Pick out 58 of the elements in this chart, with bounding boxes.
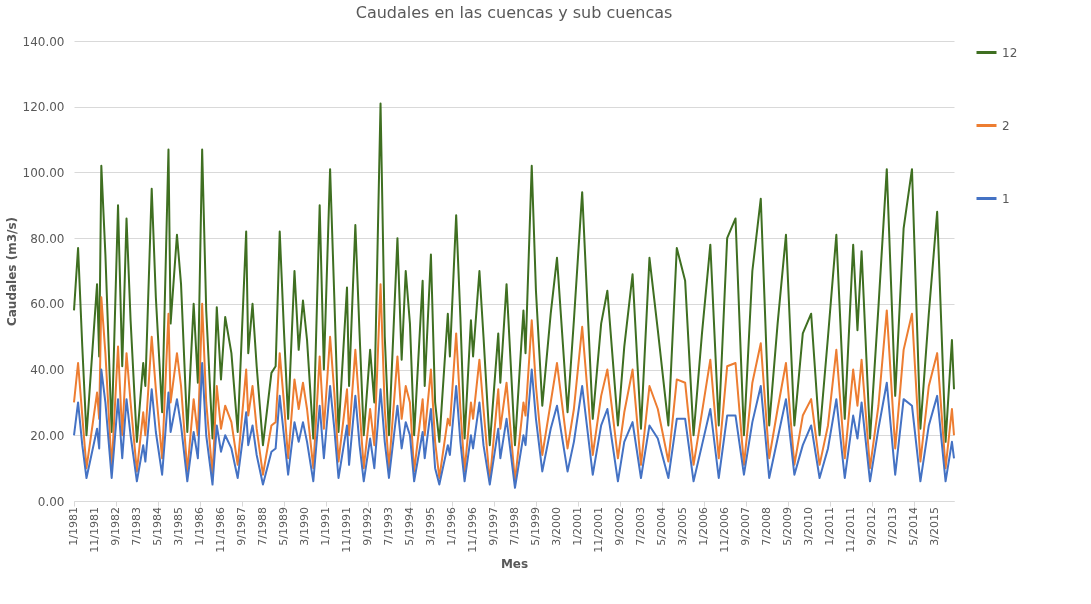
x-tick-label: 9/1987 <box>234 507 248 546</box>
x-tick-label: 5/1999 <box>528 507 542 546</box>
x-tick-label: 9/2007 <box>739 507 753 546</box>
x-tick-label: 3/2015 <box>928 507 942 546</box>
x-tick-label: 11/1991 <box>340 507 353 553</box>
x-tick-label: 5/2014 <box>907 507 921 546</box>
y-tick-label: 40.00 <box>30 363 65 378</box>
legend-label: 12 <box>1002 45 1018 60</box>
x-tick-label: 11/2006 <box>718 507 732 553</box>
legend-label: 2 <box>1002 118 1010 133</box>
x-tick-label: 11/1996 <box>466 507 480 553</box>
x-tick-label: 7/1998 <box>507 507 521 546</box>
x-tick-label: 1/1981 <box>67 507 80 546</box>
x-tick-label: 5/1994 <box>402 507 416 546</box>
x-tick-label: 1/1986 <box>193 507 207 546</box>
x-tick-label: 1/2011 <box>823 507 837 546</box>
y-axis-title: Caudales (m3/s) <box>4 216 19 327</box>
x-tick-label: 9/2012 <box>865 507 879 546</box>
x-tick-label: 1/2001 <box>571 507 585 546</box>
x-tick-label: 5/1984 <box>150 507 164 546</box>
x-tick-label: 7/2003 <box>633 507 647 546</box>
x-tick-label: 1/1996 <box>445 507 459 546</box>
x-tick-label: 7/2013 <box>886 507 900 546</box>
line-series <box>73 102 955 447</box>
x-tick-label: 9/2002 <box>613 507 627 546</box>
x-tick-label: 3/2005 <box>676 507 689 546</box>
x-tick-label: 7/1988 <box>255 507 269 546</box>
x-tick-label: 9/1997 <box>487 507 501 546</box>
legend-label: 1 <box>1002 191 1010 206</box>
x-tick-label: 7/1983 <box>129 507 143 546</box>
y-tick-label: 0.00 <box>37 494 65 509</box>
y-tick-label: 60.00 <box>30 297 65 312</box>
chart-title: Caudales en las cuencas y sub cuencas <box>355 3 673 22</box>
x-tick-label: 1/1991 <box>319 507 333 546</box>
x-tick-label: 5/2004 <box>655 507 669 546</box>
x-tick-label: 11/2001 <box>592 507 606 553</box>
y-tick-label: 100.00 <box>22 165 65 180</box>
x-tick-label: 5/2009 <box>781 507 795 546</box>
y-tick-label: 80.00 <box>30 231 65 246</box>
x-axis-title: Mes <box>500 557 529 571</box>
y-tick-label: 120.00 <box>22 100 65 115</box>
x-tick-label: 3/1985 <box>171 507 185 546</box>
x-tick-label: 11/1981 <box>87 507 101 553</box>
x-tick-label: 1/2006 <box>697 507 711 546</box>
x-tick-label: 5/1989 <box>276 507 290 546</box>
y-tick-label: 20.00 <box>30 428 65 443</box>
x-tick-label: 3/1990 <box>297 507 311 546</box>
x-tick-label: 3/2000 <box>549 507 563 546</box>
x-tick-label: 7/1993 <box>381 507 395 546</box>
x-tick-label: 11/1986 <box>213 507 227 553</box>
x-tick-label: 3/2010 <box>802 507 816 546</box>
line-series <box>73 362 955 489</box>
y-tick-label: 140.00 <box>22 34 65 49</box>
x-tick-label: 9/1982 <box>108 507 122 546</box>
x-tick-label: 3/1995 <box>423 507 437 546</box>
x-tick-label: 11/2011 <box>844 507 858 553</box>
x-tick-label: 9/1992 <box>361 507 375 546</box>
x-tick-label: 7/2008 <box>760 507 774 546</box>
